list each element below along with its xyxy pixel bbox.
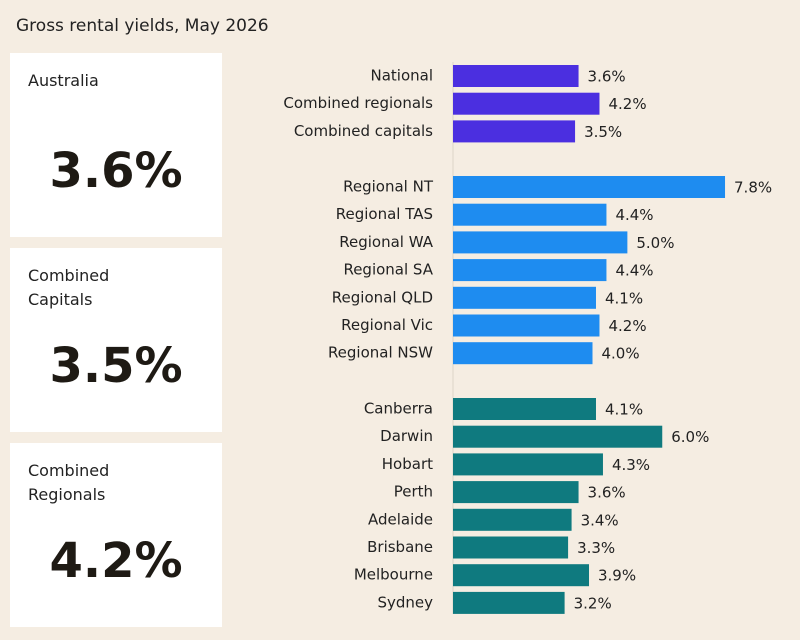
bar (453, 591, 565, 614)
kpi-card: Combined Capitals 3.5% (10, 248, 222, 432)
category-label: Regional SA (343, 261, 433, 279)
value-label: 4.2% (608, 317, 646, 335)
value-label: 7.8% (734, 179, 772, 197)
category-label: Regional Vic (341, 316, 433, 334)
category-label: Melbourne (354, 566, 433, 584)
category-label: Regional NT (343, 178, 434, 196)
category-label: Regional QLD (332, 288, 433, 306)
card-value: 4.2% (49, 533, 183, 589)
value-label: 4.0% (602, 345, 640, 363)
card-title: Combined Regionals (28, 461, 110, 504)
bar (453, 314, 600, 337)
bar (453, 259, 607, 282)
bar (453, 92, 600, 115)
value-label: 4.3% (612, 456, 650, 474)
category-label: Regional WA (339, 233, 433, 251)
category-label: Hobart (382, 455, 433, 473)
bar (453, 342, 593, 365)
value-label: 4.2% (608, 95, 646, 113)
bar (453, 65, 579, 87)
value-label: 4.4% (615, 262, 653, 280)
value-label: 3.3% (577, 539, 615, 557)
value-label: 3.4% (581, 511, 619, 529)
value-label: 5.0% (636, 234, 674, 252)
category-label: Perth (394, 483, 433, 501)
bar (453, 398, 596, 420)
value-label: 3.2% (574, 594, 612, 612)
bar (453, 536, 569, 559)
card-value: 3.6% (49, 143, 183, 199)
value-label: 4.1% (605, 401, 643, 419)
category-label: Combined capitals (294, 122, 433, 140)
bar (453, 286, 596, 309)
bar (453, 564, 590, 587)
value-label: 4.1% (605, 289, 643, 307)
page-title: Gross rental yields, May 2026 (16, 16, 269, 36)
category-label: Regional NSW (328, 344, 433, 362)
value-label: 3.6% (588, 484, 626, 502)
bar (453, 203, 607, 226)
card-title: Australia (28, 71, 99, 90)
category-label: National (370, 67, 433, 85)
category-label: Combined regionals (283, 94, 433, 112)
value-label: 4.4% (615, 206, 653, 224)
category-label: Sydney (377, 593, 433, 611)
category-label: Adelaide (368, 510, 433, 528)
bar (453, 481, 579, 504)
category-label: Canberra (364, 400, 433, 418)
category-label: Darwin (380, 427, 433, 445)
kpi-card: Combined Regionals 4.2% (10, 443, 222, 627)
kpi-card: Australia 3.6% (10, 53, 222, 237)
value-label: 3.6% (588, 68, 626, 86)
bar (453, 231, 628, 254)
value-label: 3.5% (584, 123, 622, 141)
card-value: 3.5% (49, 338, 183, 394)
bar (453, 453, 603, 476)
category-label: Regional TAS (336, 205, 433, 223)
category-label: Brisbane (367, 538, 433, 556)
bar (453, 176, 726, 198)
value-label: 6.0% (671, 428, 709, 446)
bar (453, 425, 663, 448)
card-title: Combined Capitals (28, 266, 110, 309)
bar (453, 120, 576, 143)
bar (453, 508, 572, 531)
value-label: 3.9% (598, 567, 636, 585)
